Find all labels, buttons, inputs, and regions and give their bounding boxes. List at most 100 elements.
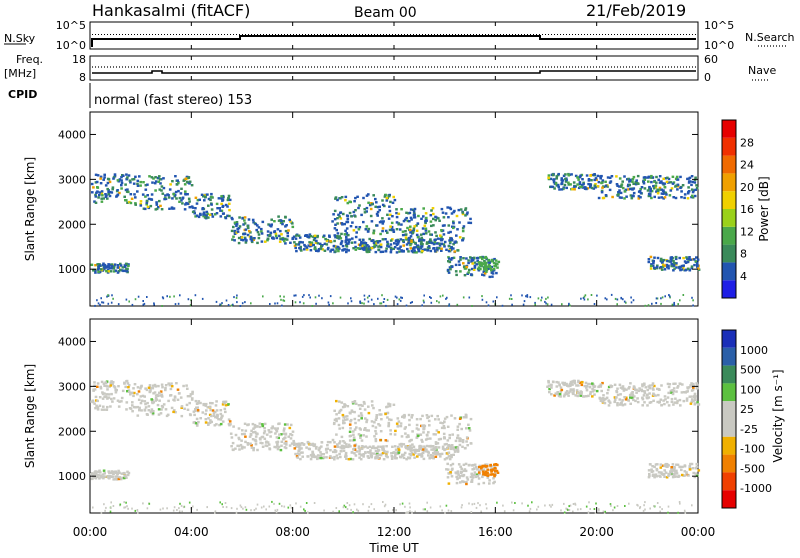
velocity-scatter-cell (477, 482, 481, 486)
velocity-scatter-cell (151, 400, 154, 404)
velocity-noise-cell (568, 505, 570, 508)
power-scatter-cell (350, 215, 353, 218)
power-scatter-cell (441, 211, 445, 214)
power-scatter-cell (230, 229, 234, 233)
velocity-scatter-cell (458, 437, 461, 440)
velocity-scatter-cell (101, 473, 105, 476)
power-noise-cell (487, 304, 490, 307)
velocity-noise-cell (593, 508, 596, 510)
velocity-scatter-cell (438, 452, 442, 456)
velocity-scatter-cell (471, 468, 474, 471)
power-scatter-cell (652, 187, 656, 190)
velocity-scatter-cell (470, 478, 474, 482)
velocity-scatter-cell (202, 403, 206, 407)
velocity-noise-cell (307, 511, 309, 514)
power-noise-cell (363, 298, 366, 301)
power-scatter-cell (346, 238, 350, 241)
power-scatter-cell (422, 215, 425, 218)
power-scatter-cell (426, 241, 429, 244)
power-scatter-cell (222, 212, 225, 215)
velocity-scatter-cell (310, 455, 314, 458)
power-scatter-cell (334, 223, 337, 226)
velocity-scatter-cell (410, 452, 414, 455)
velocity-colorbar-swatch (722, 490, 736, 508)
power-scatter-cell (656, 190, 660, 194)
power-scatter-cell (117, 270, 121, 273)
power-noise-cell (523, 300, 526, 303)
power-scatter-cell (381, 250, 385, 253)
power-scatter-cell (564, 177, 567, 181)
power-noise-cell (329, 295, 332, 298)
velocity-scatter-cell (219, 409, 223, 412)
velocity-scatter-cell (258, 422, 262, 425)
velocity-scatter-cell (152, 401, 156, 404)
velocity-scatter-cell (428, 424, 431, 427)
power-scatter-cell (567, 183, 571, 186)
velocity-scatter-cell (123, 381, 126, 384)
power-echo-cell (485, 268, 489, 272)
velocity-scatter-cell (329, 449, 332, 452)
power-noise-cell (510, 298, 513, 300)
power-scatter-cell (435, 216, 439, 219)
power-scatter-cell (208, 213, 212, 216)
velocity-scatter-cell (164, 388, 167, 392)
velocity-noise-cell (470, 511, 473, 513)
velocity-scatter-cell (280, 444, 283, 447)
velocity-scatter-cell (670, 466, 673, 469)
velocity-scatter-cell (693, 395, 696, 399)
velocity-scatter-cell (676, 385, 680, 388)
power-scatter-cell (288, 218, 291, 222)
power-noise-cell (620, 296, 622, 299)
velocity-noise-cell (137, 511, 139, 514)
velocity-scatter-cell (283, 427, 286, 430)
velocity-noise-cell (461, 504, 463, 507)
power-scatter-cell (398, 247, 401, 250)
velocity-scatter-cell (275, 446, 278, 449)
velocity-scatter-cell (563, 393, 566, 396)
power-scatter-cell (628, 180, 631, 183)
velocity-scatter-cell (216, 413, 219, 417)
power-scatter-cell (401, 239, 405, 243)
velocity-scatter-cell (340, 444, 344, 448)
velocity-noise-cell (595, 502, 597, 505)
velocity-scatter-cell (333, 409, 336, 412)
velocity-noise-cell (335, 507, 338, 509)
power-scatter-cell (155, 201, 158, 204)
power-scatter-cell (395, 215, 399, 219)
power-scatter-cell (452, 243, 455, 246)
power-scatter-cell (191, 210, 195, 214)
power-scatter-cell (334, 250, 337, 253)
power-scatter-cell (217, 197, 221, 200)
velocity-scatter-cell (654, 463, 658, 466)
velocity-noise-cell (179, 502, 181, 505)
power-scatter-cell (656, 192, 660, 195)
x-tick-label: 00:00 (73, 525, 108, 539)
power-scatter-cell (344, 229, 347, 232)
velocity-scatter-cell (110, 380, 113, 383)
velocity-scatter-cell (674, 472, 677, 475)
velocity-noise-cell (475, 506, 478, 509)
velocity-scatter-cell (167, 399, 170, 403)
power-scatter-cell (550, 185, 553, 188)
velocity-scatter-cell (397, 451, 401, 454)
power-scatter-cell (554, 182, 558, 185)
velocity-noise-cell (613, 506, 616, 509)
power-scatter-cell (466, 211, 469, 214)
power-scatter-cell (367, 201, 370, 204)
velocity-noise-cell (565, 507, 567, 510)
power-scatter-cell (432, 217, 435, 221)
power-noise-cell (276, 302, 279, 305)
power-scatter-cell (269, 231, 273, 234)
velocity-scatter-cell (279, 448, 283, 452)
velocity-scatter-cell (126, 470, 129, 473)
power-scatter-cell (370, 246, 374, 250)
power-scatter-cell (643, 187, 647, 190)
power-scatter-cell (119, 264, 123, 267)
velocity-scatter-cell (180, 406, 183, 409)
power-scatter-cell (617, 191, 620, 194)
power-scatter-cell (372, 229, 376, 232)
velocity-scatter-cell (450, 447, 454, 450)
power-scatter-cell (404, 233, 408, 236)
power-scatter-cell (458, 263, 461, 266)
velocity-scatter-cell (415, 448, 419, 452)
